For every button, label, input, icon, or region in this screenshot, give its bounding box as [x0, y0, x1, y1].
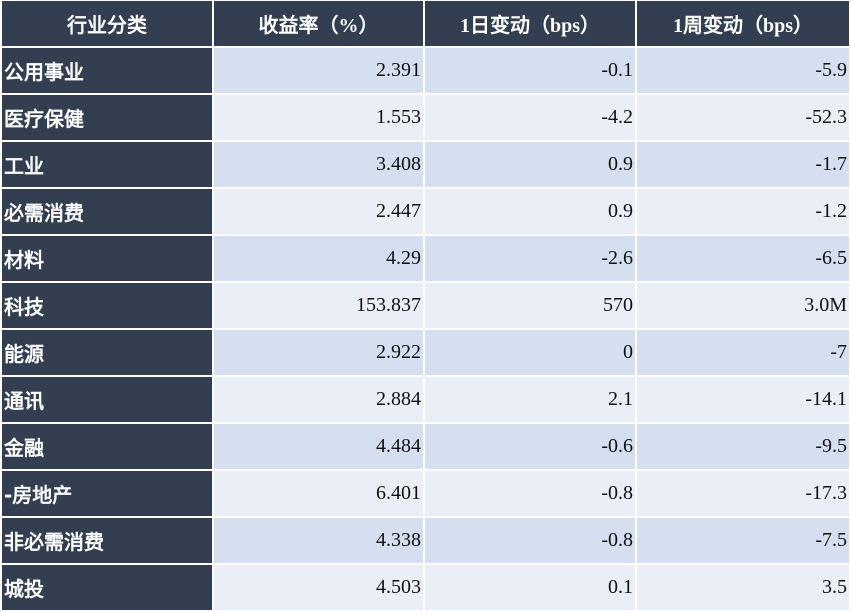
value-cell: 0 — [425, 330, 635, 375]
value-cell: 0.9 — [425, 189, 635, 234]
value-cell: 2.447 — [214, 189, 423, 234]
sector-cell: -房地产 — [2, 471, 212, 516]
value-cell: -14.1 — [637, 377, 849, 422]
sector-cell: 公用事业 — [2, 48, 212, 93]
value-cell: 4.503 — [214, 565, 423, 610]
value-cell: -6.5 — [637, 236, 849, 281]
value-cell: 3.0M — [637, 283, 849, 328]
value-cell: 2.922 — [214, 330, 423, 375]
value-cell: -1.2 — [637, 189, 849, 234]
value-cell: 3.5 — [637, 565, 849, 610]
value-cell: -52.3 — [637, 95, 849, 140]
value-cell: -5.9 — [637, 48, 849, 93]
value-cell: 2.1 — [425, 377, 635, 422]
sector-cell: 通讯 — [2, 377, 212, 422]
sector-cell: 科技 — [2, 283, 212, 328]
sector-cell: 医疗保健 — [2, 95, 212, 140]
value-cell: 6.401 — [214, 471, 423, 516]
value-cell: 2.884 — [214, 377, 423, 422]
header-cell: 1周变动（bps） — [637, 1, 849, 46]
value-cell: 4.29 — [214, 236, 423, 281]
sector-cell: 城投 — [2, 565, 212, 610]
header-cell: 收益率（%） — [214, 1, 423, 46]
value-cell: -0.1 — [425, 48, 635, 93]
value-cell: -0.8 — [425, 518, 635, 563]
value-cell: -1.7 — [637, 142, 849, 187]
value-cell: 153.837 — [214, 283, 423, 328]
sector-cell: 金融 — [2, 424, 212, 469]
header-cell: 1日变动（bps） — [425, 1, 635, 46]
value-cell: -0.8 — [425, 471, 635, 516]
value-cell: 4.484 — [214, 424, 423, 469]
value-cell: -2.6 — [425, 236, 635, 281]
value-cell: -4.2 — [425, 95, 635, 140]
value-cell: -0.6 — [425, 424, 635, 469]
sector-cell: 工业 — [2, 142, 212, 187]
sector-cell: 材料 — [2, 236, 212, 281]
value-cell: 0.9 — [425, 142, 635, 187]
value-cell: -17.3 — [637, 471, 849, 516]
sector-cell: 必需消费 — [2, 189, 212, 234]
value-cell: 2.391 — [214, 48, 423, 93]
header-cell: 行业分类 — [2, 1, 212, 46]
value-cell: 570 — [425, 283, 635, 328]
sector-cell: 能源 — [2, 330, 212, 375]
sector-cell: 非必需消费 — [2, 518, 212, 563]
value-cell: -9.5 — [637, 424, 849, 469]
value-cell: 0.1 — [425, 565, 635, 610]
value-cell: -7 — [637, 330, 849, 375]
value-cell: 4.338 — [214, 518, 423, 563]
value-cell: -7.5 — [637, 518, 849, 563]
value-cell: 1.553 — [214, 95, 423, 140]
value-cell: 3.408 — [214, 142, 423, 187]
